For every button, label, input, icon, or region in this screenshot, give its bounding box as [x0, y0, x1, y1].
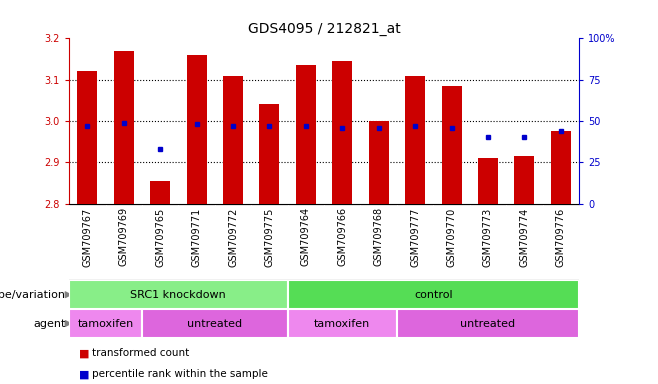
- Bar: [77, 71, 97, 204]
- Bar: [69, 280, 288, 309]
- Text: GSM709768: GSM709768: [374, 207, 384, 266]
- Title: GDS4095 / 212821_at: GDS4095 / 212821_at: [247, 22, 401, 36]
- Bar: [478, 158, 498, 204]
- Text: GSM709770: GSM709770: [447, 207, 457, 266]
- Bar: [114, 51, 134, 204]
- Text: GSM709777: GSM709777: [410, 207, 420, 267]
- Text: GSM709766: GSM709766: [338, 207, 347, 266]
- Text: GSM709767: GSM709767: [82, 207, 92, 266]
- Bar: [288, 280, 579, 309]
- Text: control: control: [414, 290, 453, 300]
- Bar: [397, 309, 579, 338]
- Text: GSM709776: GSM709776: [556, 207, 566, 266]
- Text: tamoxifen: tamoxifen: [78, 318, 134, 329]
- Text: GSM709764: GSM709764: [301, 207, 311, 266]
- Text: GSM709769: GSM709769: [118, 207, 129, 266]
- Text: GSM709774: GSM709774: [519, 207, 530, 266]
- Text: agent: agent: [34, 318, 66, 329]
- Text: GSM709775: GSM709775: [265, 207, 274, 267]
- Text: GSM709765: GSM709765: [155, 207, 165, 266]
- Bar: [368, 121, 389, 204]
- Bar: [150, 181, 170, 204]
- Text: SRC1 knockdown: SRC1 knockdown: [130, 290, 226, 300]
- Bar: [515, 156, 534, 204]
- Bar: [332, 61, 352, 204]
- Bar: [142, 309, 288, 338]
- Bar: [442, 86, 461, 204]
- Text: tamoxifen: tamoxifen: [314, 318, 370, 329]
- Bar: [288, 309, 397, 338]
- Text: GSM709772: GSM709772: [228, 207, 238, 267]
- Bar: [296, 65, 316, 204]
- Bar: [259, 104, 280, 204]
- Bar: [551, 131, 571, 204]
- Bar: [69, 309, 142, 338]
- Bar: [187, 55, 207, 204]
- Text: untreated: untreated: [461, 318, 515, 329]
- Text: ■: ■: [79, 348, 89, 358]
- Text: percentile rank within the sample: percentile rank within the sample: [92, 369, 268, 379]
- Bar: [223, 76, 243, 204]
- Text: GSM709773: GSM709773: [483, 207, 493, 266]
- Bar: [405, 76, 425, 204]
- Text: untreated: untreated: [188, 318, 242, 329]
- Text: ■: ■: [79, 369, 89, 379]
- Text: transformed count: transformed count: [92, 348, 190, 358]
- Text: genotype/variation: genotype/variation: [0, 290, 66, 300]
- Text: GSM709771: GSM709771: [191, 207, 201, 266]
